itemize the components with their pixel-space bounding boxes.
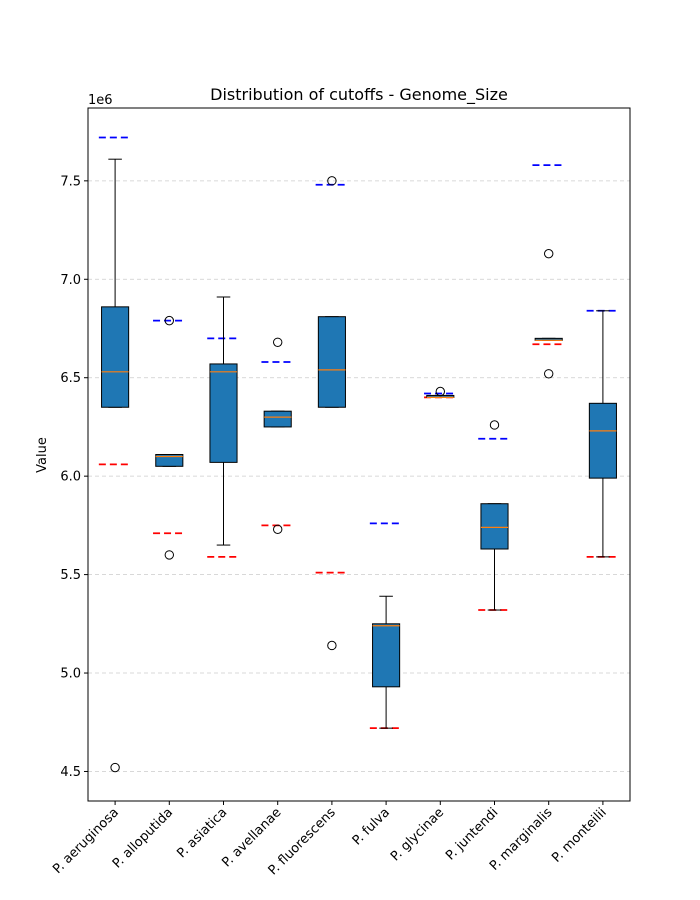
box-1	[101, 158, 130, 773]
outlier-point	[164, 315, 175, 326]
box-9	[534, 248, 563, 379]
box-3	[209, 296, 238, 546]
box-6	[372, 595, 401, 729]
iqr-box	[588, 402, 617, 479]
outlier-point	[327, 176, 337, 186]
outlier-point	[273, 524, 283, 535]
box-5	[317, 176, 346, 651]
iqr-box	[317, 316, 346, 408]
outlier-point	[489, 420, 500, 430]
y-tick-label: 6.0	[60, 470, 81, 485]
iqr-box	[263, 410, 292, 428]
boxes	[101, 158, 617, 773]
y-tick-label: 7.5	[60, 174, 81, 189]
outlier-point	[327, 640, 337, 651]
y-offset-label: 1e6	[88, 93, 113, 108]
y-axis-ticks: 4.5 5.0 5.5 6.0 6.5 7.0 7.5	[60, 174, 88, 780]
y-tick-label: 6.5	[60, 371, 81, 386]
y-tick-label: 5.5	[60, 568, 81, 583]
y-tick-label: 5.0	[60, 667, 81, 682]
box-7	[426, 386, 455, 399]
outlier-point	[544, 369, 554, 379]
outlier-point	[110, 762, 120, 773]
plot-frame	[87, 107, 631, 802]
chart-title: Distribution of cutoffs - Genome_Size	[210, 85, 508, 105]
outlier-point	[435, 386, 445, 397]
box-10	[588, 310, 617, 558]
iqr-box	[155, 454, 184, 467]
box-4	[263, 337, 292, 535]
outlier-point	[544, 248, 554, 259]
iqr-box	[480, 503, 509, 550]
y-tick-label: 4.5	[60, 765, 81, 780]
outlier-point	[164, 550, 175, 560]
iqr-box	[372, 623, 401, 688]
y-axis-label: Value	[35, 437, 50, 473]
box-8	[480, 420, 509, 611]
box-2	[155, 315, 184, 560]
y-tick-label: 7.0	[60, 273, 81, 288]
outlier-point	[273, 337, 283, 347]
iqr-box	[101, 306, 130, 408]
iqr-box	[209, 363, 238, 463]
gridlines	[88, 180, 630, 772]
